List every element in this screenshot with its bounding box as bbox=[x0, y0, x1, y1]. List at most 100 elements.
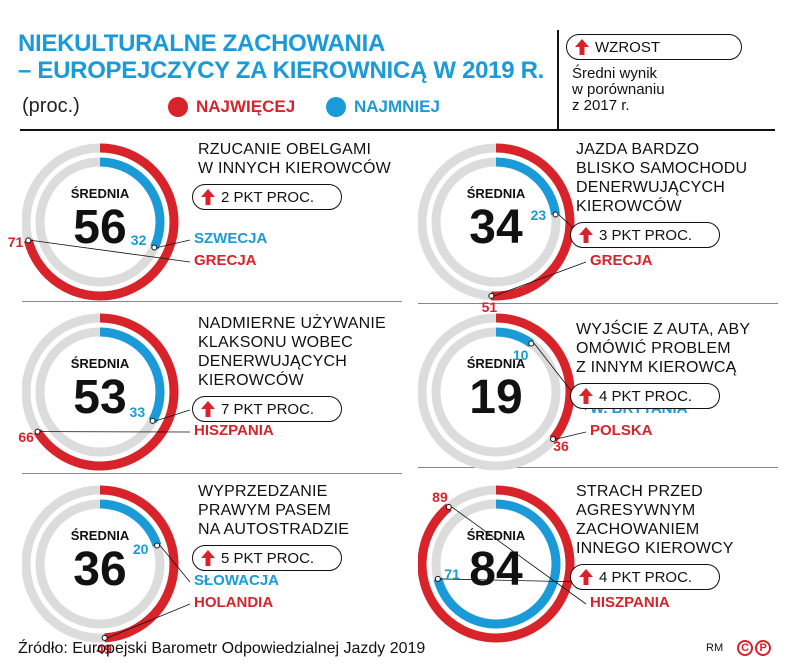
legend-max: NAJWIĘCEJ bbox=[168, 97, 295, 117]
max-arc bbox=[495, 313, 575, 443]
publisher-p-icon: P bbox=[755, 640, 772, 656]
average-value: 34 bbox=[469, 201, 523, 254]
max-country: HOLANDIA bbox=[194, 594, 274, 611]
arrow-up-icon bbox=[201, 401, 215, 417]
max-leader-line bbox=[107, 603, 191, 639]
author-credit: RM bbox=[706, 642, 724, 654]
min-country: SZWECJA bbox=[194, 230, 268, 247]
legend-min: NAJMNIEJ bbox=[326, 97, 440, 117]
max-marker bbox=[101, 634, 108, 641]
increase-legend-label: WZROST bbox=[595, 38, 660, 56]
min-value: 32 bbox=[130, 231, 147, 248]
chart-title: NIEKULTURALNE ZACHOWANIA – EUROPEJCZYCY … bbox=[18, 30, 544, 84]
change-pill: 3 PKT PROC. bbox=[570, 222, 720, 248]
max-value: 66 bbox=[18, 429, 34, 446]
min-marker bbox=[149, 417, 156, 424]
note-line-1: Średni wynik bbox=[572, 65, 658, 82]
change-value: 5 PKT PROC. bbox=[221, 549, 315, 567]
min-arc bbox=[433, 499, 561, 629]
question-text: NADMIERNE UŻYWANIE KLAKSONU WOBEC DENERWUJ… bbox=[198, 314, 386, 390]
row-separator-right-2 bbox=[418, 467, 778, 468]
donut-panel-1: ŚREDNIA 56 32 71 SZWECJA GRECJA RZUCANIE OBELG… bbox=[8, 138, 402, 308]
question-text: WYJŚCIE Z AUTA, ABY OMÓWIĆ PROBLEM Z INNYM… bbox=[576, 320, 750, 377]
min-value: 20 bbox=[132, 541, 149, 558]
header-divider-horizontal bbox=[20, 129, 775, 131]
max-arc bbox=[33, 313, 179, 471]
change-pill: 5 PKT PROC. bbox=[192, 545, 342, 571]
max-leader-line bbox=[555, 431, 587, 440]
change-pill: 2 PKT PROC. bbox=[192, 184, 342, 210]
donut-panel-3: ŚREDNIA533366NIEMCYHISZPANIANADMIERNE UŻ… bbox=[18, 308, 402, 478]
question-line-1: WYPRZEDZANIE bbox=[198, 483, 328, 500]
min-marker bbox=[528, 340, 535, 347]
question-line-2: KLAKSONU WOBEC bbox=[198, 334, 353, 351]
max-value: 36 bbox=[553, 437, 569, 454]
row-separator-left-1 bbox=[22, 301, 402, 302]
average-label: ŚREDNIA bbox=[70, 356, 130, 371]
question-line-2: PRAWYM PASEM bbox=[198, 502, 332, 519]
max-value: 49 bbox=[96, 640, 112, 657]
question-line-1: RZUCANIE OBELGAMI bbox=[198, 141, 372, 158]
donut-panel-4: ŚREDNIA191036W. BRYTANIAPOLSKAWYJŚCIE Z … bbox=[418, 308, 788, 478]
max-country: HISZPANIA bbox=[590, 594, 670, 611]
source-note: Źródło: Europejski Barometr Odpowiedzial… bbox=[18, 640, 426, 657]
title-line-1: NIEKULTURALNE ZACHOWANIA bbox=[18, 30, 385, 57]
legend-min-label: NAJMNIEJ bbox=[354, 97, 440, 116]
min-leader-line bbox=[159, 545, 191, 583]
question-line-1: STRACH PRZED bbox=[576, 483, 703, 500]
max-country: POLSKA bbox=[590, 422, 653, 439]
question-text: RZUCANIE OBELGAMI W INNYCH KIEROWCÓW bbox=[198, 140, 391, 178]
min-marker bbox=[552, 211, 559, 218]
max-marker bbox=[445, 503, 452, 510]
min-value: 23 bbox=[530, 207, 547, 224]
arrow-up-icon bbox=[579, 227, 593, 243]
min-value: 33 bbox=[129, 404, 146, 421]
min-leader-line bbox=[155, 409, 191, 422]
arrow-up-icon bbox=[579, 388, 593, 404]
question-line-3: DENERWUJĄCYCH bbox=[198, 353, 347, 370]
comparison-note: Średni wynik w porównaniu z 2017 r. bbox=[572, 66, 665, 114]
max-arc bbox=[99, 485, 179, 643]
unit-label: (proc.) bbox=[22, 95, 80, 117]
copyright-c-icon: C bbox=[737, 640, 754, 656]
question-line-2: AGRESYWNYM bbox=[576, 502, 696, 519]
question-line-4: KIEROWCÓW bbox=[198, 372, 304, 389]
average-label: ŚREDNIA bbox=[70, 186, 130, 201]
donut-chart-2 bbox=[418, 143, 587, 301]
question-text: JAZDA BARDZO BLISKO SAMOCHODU DENERWUJĄCYC… bbox=[576, 140, 747, 216]
change-value: 2 PKT PROC. bbox=[221, 188, 315, 206]
change-value: 4 PKT PROC. bbox=[599, 568, 693, 586]
change-value: 3 PKT PROC. bbox=[599, 226, 693, 244]
donut-chart-4 bbox=[418, 313, 587, 471]
min-leader-line bbox=[157, 239, 191, 248]
max-marker bbox=[488, 292, 495, 299]
min-leader-line bbox=[440, 578, 587, 583]
min-marker bbox=[434, 575, 441, 582]
question-line-3: ZACHOWANIEM bbox=[576, 521, 700, 538]
question-line-1: WYJŚCIE Z AUTA, ABY bbox=[576, 321, 751, 338]
donut-chart-1 bbox=[22, 143, 191, 301]
arrow-up-icon bbox=[579, 569, 593, 585]
legend-max-label: NAJWIĘCEJ bbox=[196, 97, 296, 116]
max-country: GRECJA bbox=[194, 252, 257, 269]
arrow-up-icon bbox=[575, 39, 589, 55]
average-value: 56 bbox=[73, 201, 127, 254]
row-separator-left-2 bbox=[22, 473, 402, 474]
max-value: 51 bbox=[481, 298, 498, 315]
min-arc bbox=[99, 499, 162, 548]
average-value: 19 bbox=[469, 371, 523, 424]
min-marker bbox=[151, 244, 158, 251]
max-arc bbox=[491, 143, 575, 301]
note-line-2: w porównaniu bbox=[572, 81, 665, 98]
arrow-up-icon bbox=[201, 189, 215, 205]
title-line-2: – EUROPEJCZYCY ZA KIEROWNICĄ W 2019 R. bbox=[18, 57, 545, 84]
donut-chart-3 bbox=[22, 313, 191, 471]
max-leader-line bbox=[451, 506, 587, 605]
min-arc bbox=[99, 157, 165, 250]
question-line-2: W INNYCH KIEROWCÓW bbox=[198, 160, 391, 177]
question-line-4: KIEROWCÓW bbox=[576, 198, 682, 215]
max-arc bbox=[23, 143, 179, 301]
max-value: 89 bbox=[432, 488, 448, 505]
min-value: 10 bbox=[512, 347, 529, 364]
note-line-3: z 2017 r. bbox=[572, 97, 630, 114]
